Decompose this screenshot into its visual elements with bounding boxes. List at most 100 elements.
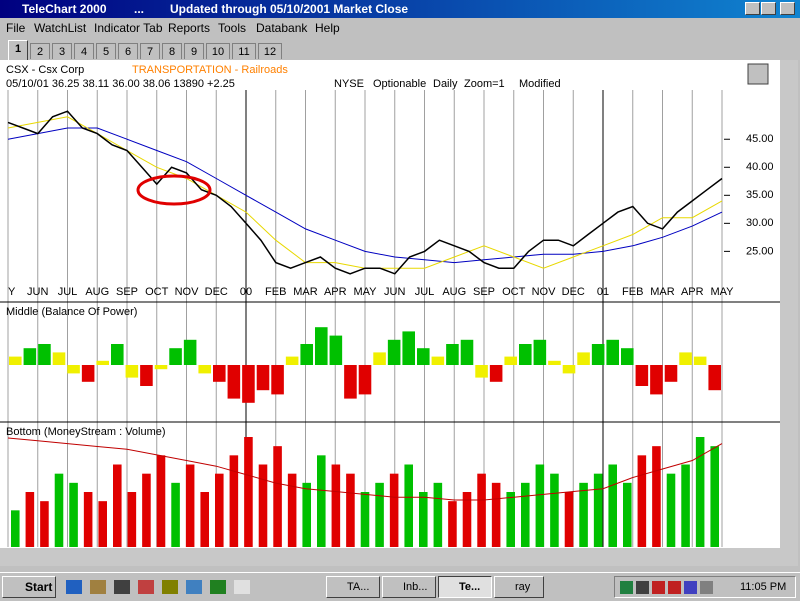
bop-bar bbox=[271, 365, 284, 395]
menu-item[interactable]: Databank bbox=[256, 21, 308, 35]
volume-bar bbox=[360, 492, 370, 547]
volume-bar bbox=[287, 473, 297, 547]
tray-icon[interactable] bbox=[620, 581, 633, 594]
bop-bar bbox=[475, 365, 488, 378]
menu-item[interactable]: Help bbox=[315, 21, 340, 35]
tray-icon[interactable] bbox=[652, 581, 665, 594]
tab[interactable]: 11 bbox=[232, 43, 256, 59]
volume-bar bbox=[477, 473, 486, 547]
start-button[interactable]: Start bbox=[2, 576, 56, 598]
volume-bar bbox=[11, 510, 20, 547]
bop-bar bbox=[285, 356, 299, 365]
x-tick-label: 01 bbox=[597, 286, 609, 298]
period: Daily bbox=[433, 78, 458, 90]
volume-bar bbox=[229, 455, 239, 547]
x-tick-label: 00 bbox=[240, 286, 252, 298]
system-tray bbox=[614, 576, 796, 598]
menu-item[interactable]: WatchList bbox=[34, 21, 87, 35]
quick-launch-icon[interactable] bbox=[186, 580, 202, 594]
volume-bar bbox=[331, 464, 341, 547]
layout-button[interactable] bbox=[747, 63, 769, 85]
menu-item[interactable]: Indicator Tab bbox=[94, 21, 163, 35]
volume-bar bbox=[491, 482, 501, 547]
quick-launch-icon[interactable] bbox=[234, 580, 250, 594]
bop-bar bbox=[198, 365, 211, 374]
title-dots: ... bbox=[134, 2, 145, 16]
volume-bar bbox=[608, 464, 617, 547]
chart: CSX - Csx Corp TRANSPORTATION - Railroads… bbox=[0, 63, 780, 547]
bop-bar bbox=[183, 339, 197, 365]
menu-item[interactable]: Tools bbox=[218, 21, 247, 35]
volume-bar bbox=[550, 473, 559, 547]
long-moving-average bbox=[7, 127, 723, 264]
panel-title: Bottom (MoneyStream : Volume) bbox=[6, 426, 166, 438]
x-tick-label: OCT bbox=[502, 286, 526, 298]
close-button[interactable] bbox=[780, 2, 795, 15]
minimize-button[interactable] bbox=[745, 2, 760, 15]
tab[interactable]: 6 bbox=[118, 43, 138, 59]
tab[interactable]: 4 bbox=[74, 43, 94, 59]
task-button[interactable]: TA... bbox=[326, 576, 380, 598]
x-tick-label: DEC bbox=[205, 286, 228, 298]
volume-bar bbox=[69, 482, 78, 547]
tab[interactable]: 2 bbox=[30, 43, 50, 59]
tab[interactable]: 9 bbox=[184, 43, 204, 59]
tab[interactable]: 7 bbox=[140, 43, 160, 59]
volume-bar bbox=[25, 492, 35, 547]
x-tick-label: MAY bbox=[353, 286, 377, 298]
volume-bar bbox=[302, 482, 311, 547]
quick-launch-icon[interactable] bbox=[114, 580, 130, 594]
volume-bar bbox=[375, 482, 384, 547]
volume-bar bbox=[506, 492, 515, 547]
bop-bar bbox=[373, 352, 386, 365]
tab[interactable]: 12 bbox=[258, 43, 282, 59]
maximize-button[interactable] bbox=[761, 2, 776, 15]
x-tick-label: DEC bbox=[562, 286, 585, 298]
x-tick-label: SEP bbox=[116, 286, 138, 298]
industry: TRANSPORTATION - Railroads bbox=[132, 64, 288, 76]
bop-bar bbox=[38, 344, 51, 365]
volume-bar bbox=[593, 473, 603, 547]
volume-bar bbox=[127, 492, 137, 547]
bop-bar bbox=[67, 365, 80, 374]
tab[interactable]: 8 bbox=[162, 43, 182, 59]
bop-bar bbox=[635, 365, 649, 386]
bop-bar bbox=[81, 365, 95, 382]
task-button[interactable]: Te... bbox=[438, 576, 492, 598]
panel-title: Middle (Balance Of Power) bbox=[6, 306, 137, 318]
quick-launch-icon[interactable] bbox=[138, 580, 154, 594]
volume-bar bbox=[258, 464, 268, 547]
volume-bar bbox=[317, 455, 326, 547]
quick-launch-icon[interactable] bbox=[90, 580, 106, 594]
tab[interactable]: 1 bbox=[8, 40, 28, 60]
tray-icon[interactable] bbox=[700, 581, 713, 594]
tray-icon[interactable] bbox=[684, 581, 697, 594]
x-tick-label: FEB bbox=[265, 286, 286, 298]
bop-bar bbox=[417, 348, 430, 365]
volume-bar bbox=[637, 455, 647, 547]
volume-bar bbox=[389, 473, 399, 547]
x-tick-label: JUL bbox=[58, 286, 78, 298]
horizontal-scrollbar[interactable] bbox=[0, 548, 780, 566]
bop-bar bbox=[96, 360, 109, 365]
vertical-scrollbar[interactable] bbox=[780, 60, 798, 566]
task-button[interactable]: ray bbox=[494, 576, 544, 598]
tray-icon[interactable] bbox=[636, 581, 649, 594]
volume-bar bbox=[419, 492, 428, 547]
tab[interactable]: 10 bbox=[206, 43, 230, 59]
bop-bar bbox=[402, 331, 415, 365]
bop-bar bbox=[213, 365, 226, 382]
tray-icon[interactable] bbox=[668, 581, 681, 594]
quick-launch-icon[interactable] bbox=[66, 580, 82, 594]
y-tick-label: 25.00 bbox=[746, 245, 774, 257]
symbol: CSX - Csx Corp bbox=[6, 64, 84, 76]
quick-launch-icon[interactable] bbox=[210, 580, 226, 594]
menu-item[interactable]: File bbox=[6, 21, 26, 35]
menu-item[interactable]: Reports bbox=[168, 21, 211, 35]
x-tick-label: SEP bbox=[473, 286, 495, 298]
tab[interactable]: 3 bbox=[52, 43, 72, 59]
task-button[interactable]: Inb... bbox=[382, 576, 436, 598]
tab[interactable]: 5 bbox=[96, 43, 116, 59]
x-tick-label: APR bbox=[681, 286, 704, 298]
quick-launch-icon[interactable] bbox=[162, 580, 178, 594]
